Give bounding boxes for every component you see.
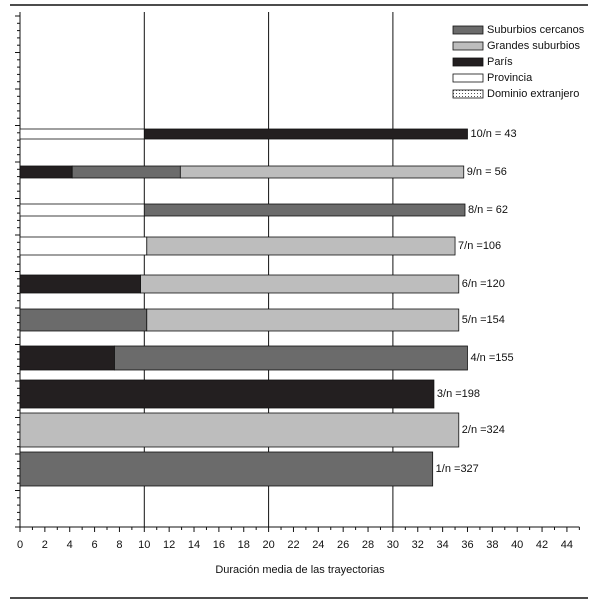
x-tick-label: 20: [262, 539, 274, 551]
bar-segment: [71, 165, 181, 179]
bar-segment: [19, 412, 460, 448]
x-tick-label: 18: [238, 539, 250, 551]
bar-segment: [19, 451, 434, 487]
bar-segment: [19, 308, 148, 332]
x-tick-label: 4: [67, 539, 73, 551]
x-axis-label: Duración media de las trayectorias: [215, 564, 385, 576]
bar-label: 5/n =154: [462, 314, 505, 326]
x-tick-label: 38: [486, 539, 498, 551]
bar-label: 2/n =324: [462, 424, 505, 436]
x-tick-label: 2: [42, 539, 48, 551]
legend-label: Suburbios cercanos: [487, 24, 585, 36]
bar-segment: [143, 128, 468, 140]
x-tick-label: 0: [17, 539, 23, 551]
x-tick-label: 10: [138, 539, 150, 551]
x-tick-label: 28: [362, 539, 374, 551]
x-tick-label: 16: [213, 539, 225, 551]
bar-segment: [19, 236, 148, 256]
x-tick-label: 26: [337, 539, 349, 551]
bar-label: 9/n = 56: [467, 166, 507, 178]
x-tick-label: 40: [511, 539, 523, 551]
bar-segment: [19, 379, 435, 409]
legend-swatch: [452, 57, 484, 67]
x-tick-label: 8: [116, 539, 122, 551]
x-tick-label: 22: [287, 539, 299, 551]
x-tick-label: 42: [536, 539, 548, 551]
legend-label: Dominio extranjero: [487, 88, 579, 100]
bar-segment: [19, 165, 73, 179]
x-tick-label: 6: [92, 539, 98, 551]
bar-segment: [19, 274, 141, 294]
bar-segment: [19, 128, 145, 140]
bar-segment: [146, 236, 456, 256]
bar-segment: [143, 203, 466, 217]
bar-segment: [140, 274, 460, 294]
bar-segment: [179, 165, 465, 179]
bar-segment: [146, 308, 460, 332]
legend-label: París: [487, 56, 513, 68]
legend-swatch: [452, 89, 484, 99]
bar-label: 1/n =327: [436, 463, 479, 475]
bar-label: 7/n =106: [458, 240, 501, 252]
legend-label: Grandes suburbios: [487, 40, 580, 52]
x-tick-label: 24: [312, 539, 324, 551]
bar-segment: [19, 345, 115, 371]
bar-segment: [19, 203, 145, 217]
legend-swatch: [452, 41, 484, 51]
x-tick-label: 34: [436, 539, 448, 551]
legend-label: Provincia: [487, 72, 533, 84]
bar-segment: [114, 345, 468, 371]
bar-label: 4/n =155: [470, 352, 513, 364]
bar-label: 6/n =120: [462, 278, 505, 290]
x-tick-label: 14: [188, 539, 200, 551]
x-tick-label: 12: [163, 539, 175, 551]
bar-label: 10/n = 43: [470, 128, 516, 140]
legend-swatch: [452, 25, 484, 35]
x-tick-label: 32: [412, 539, 424, 551]
legend-swatch: [452, 73, 484, 83]
x-tick-label: 36: [461, 539, 473, 551]
bar-label: 8/n = 62: [468, 204, 508, 216]
x-tick-label: 30: [387, 539, 399, 551]
bar-label: 3/n =198: [437, 388, 480, 400]
x-tick-label: 44: [561, 539, 573, 551]
